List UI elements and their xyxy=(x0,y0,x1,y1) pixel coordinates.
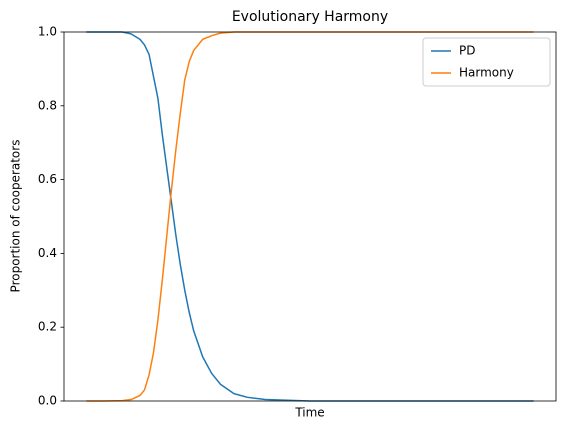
y-tick-label: 0.6 xyxy=(38,172,57,186)
legend-label: PD xyxy=(459,44,475,58)
y-axis-label: Proportion of cooperators xyxy=(9,140,23,293)
y-tick-label: 0.4 xyxy=(38,246,57,260)
line-series xyxy=(86,31,534,402)
y-tick-label: 0.8 xyxy=(38,98,57,112)
legend-box xyxy=(422,37,551,87)
line-series xyxy=(86,31,534,402)
x-axis-label: Time xyxy=(294,406,324,420)
y-tick-label: 0.2 xyxy=(38,320,57,334)
legend: PD Harmony xyxy=(422,37,551,87)
y-tick-label: 1.0 xyxy=(38,25,57,39)
legend-label: Harmony xyxy=(459,66,514,80)
chart-title: Evolutionary Harmony xyxy=(232,9,388,25)
y-tick-label: 0.0 xyxy=(38,394,57,408)
axes-frame xyxy=(63,31,557,402)
